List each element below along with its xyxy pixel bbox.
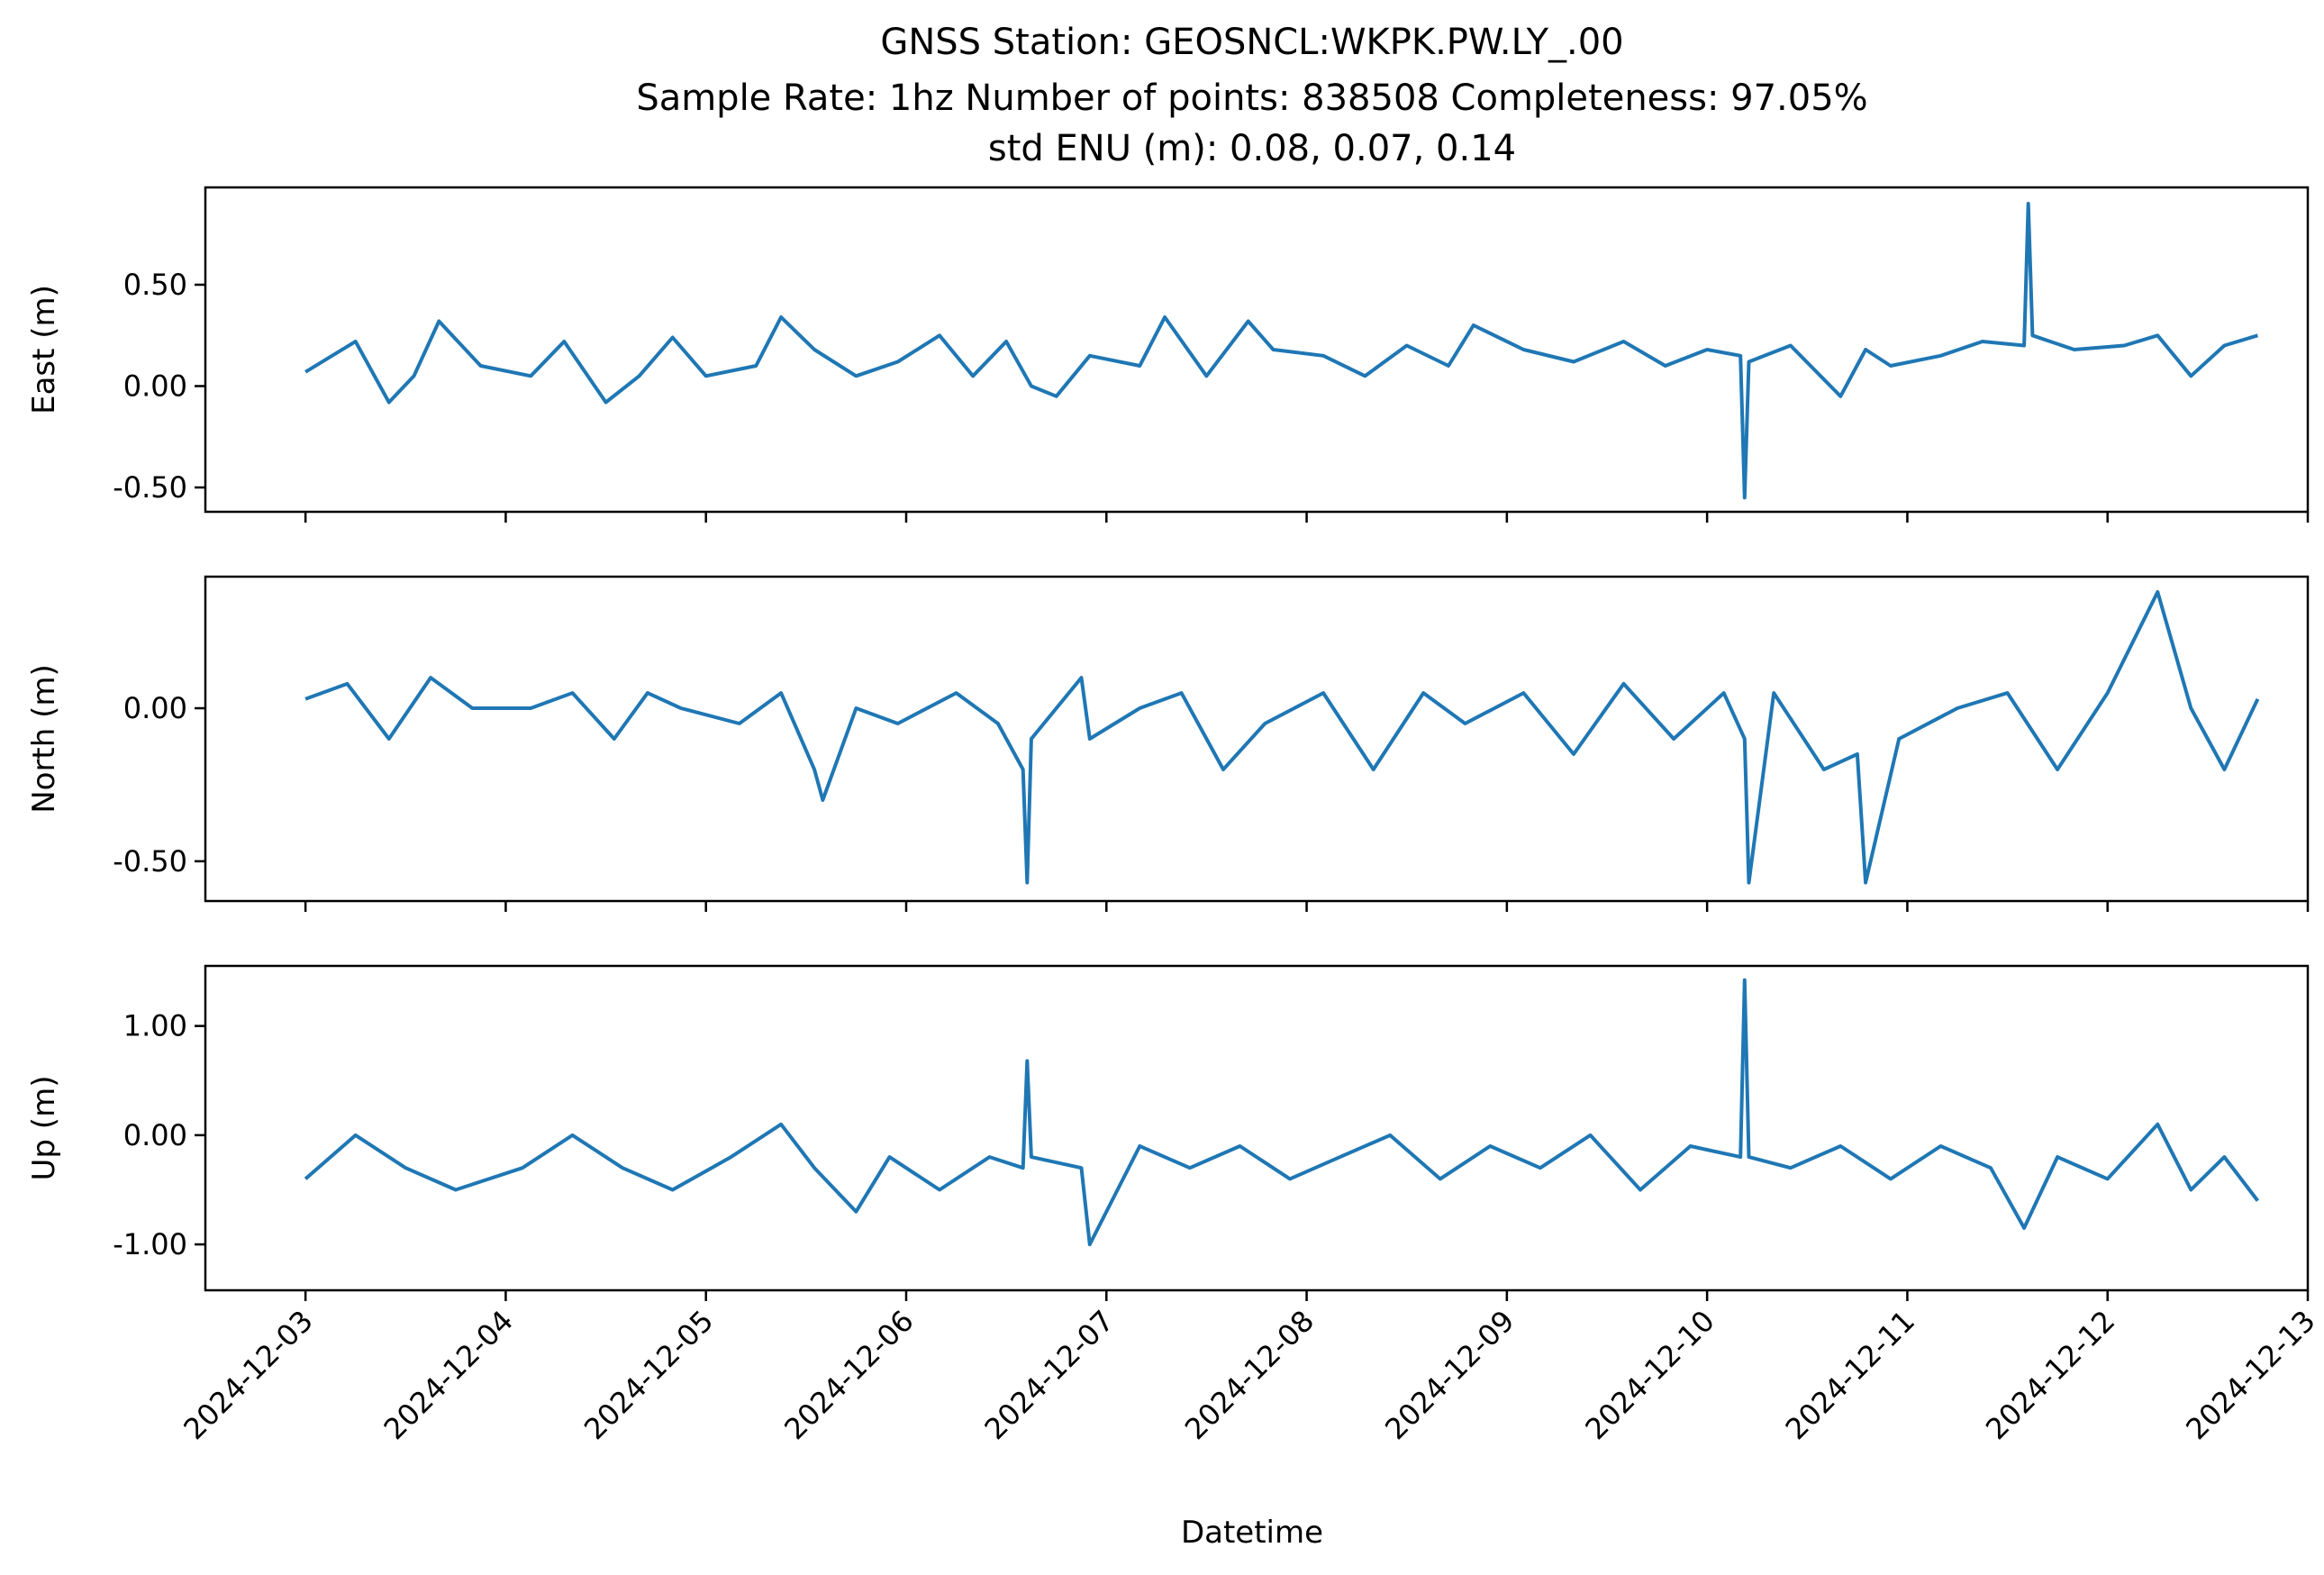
y-axis-label: North (m) [26,664,62,814]
y-axis-label: East (m) [26,285,62,414]
y-tick-label: -0.50 [113,470,187,505]
chart-title-line-1: GNSS Station: GEOSNCL:WKPK.PW.LY_.00 [880,22,1623,63]
y-tick-label: -1.00 [113,1227,187,1261]
plot-frame [204,186,2310,514]
chart-title-line-2: Sample Rate: 1hz Number of points: 83850… [636,77,1867,119]
y-tick-label: -0.50 [113,844,187,879]
y-tick-label: 1.00 [123,1009,187,1043]
series-line [304,590,2260,885]
up-subplot: 1.00 0.00 -1.00 Up (m) [26,964,2310,1301]
east-subplot: 0.50 0.00 -0.50 East (m) [26,186,2310,523]
y-axis-label: Up (m) [26,1076,62,1181]
plot-frame [204,575,2310,903]
chart-title-line-3: std ENU (m): 0.08, 0.07, 0.14 [988,128,1516,169]
series-line [304,202,2258,500]
y-tick-label: 0.00 [123,369,187,404]
x-axis-label: Datetime [1181,1515,1323,1551]
series-line [304,978,2259,1247]
plot-frame [204,964,2310,1292]
y-tick-label: 0.00 [123,691,187,725]
y-tick-label: 0.00 [123,1118,187,1152]
y-tick-label: 0.50 [123,268,187,302]
north-subplot: 0.00 -0.50 North (m) [26,575,2310,912]
